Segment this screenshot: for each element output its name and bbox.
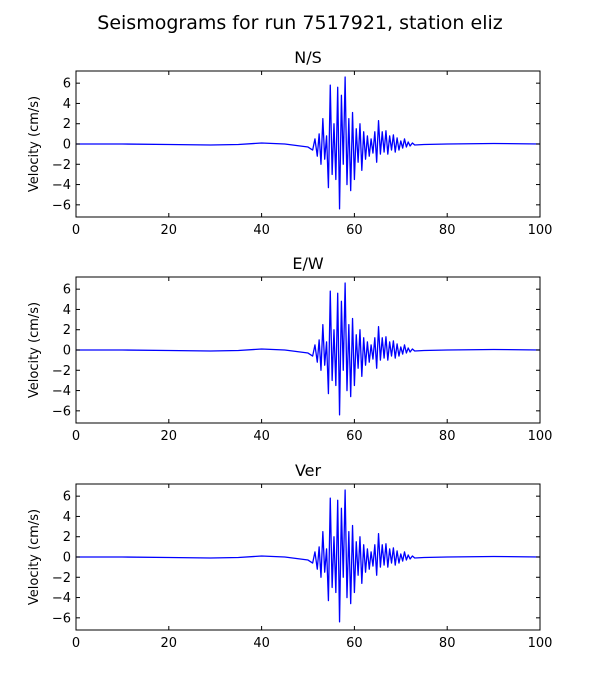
x-tick-label: 40 bbox=[253, 636, 270, 651]
y-tick-label: 0 bbox=[63, 344, 71, 359]
subplot-title: N/S bbox=[294, 48, 322, 67]
y-tick-label: 2 bbox=[63, 117, 71, 132]
x-tick-label: 0 bbox=[72, 429, 80, 444]
y-tick-label: 0 bbox=[63, 138, 71, 153]
y-axis-label: Velocity (cm/s) bbox=[27, 302, 42, 398]
x-tick-label: 100 bbox=[528, 636, 553, 651]
y-tick-label: −4 bbox=[52, 591, 71, 606]
subplot-2: Ver 0 20 40 60 80 100 −6 −4 −2 0 2 4 6 Velocity (cm/s) bbox=[27, 461, 552, 651]
y-axis-label: Velocity (cm/s) bbox=[27, 509, 42, 605]
y-tick-label: 4 bbox=[63, 303, 71, 318]
y-tick-label: −4 bbox=[52, 178, 71, 193]
subplot-1: E/W 0 20 40 60 80 100 −6 −4 −2 0 2 4 6 Velocity (cm/s) bbox=[27, 254, 552, 444]
subplot-title: Ver bbox=[295, 461, 322, 480]
series-line-0 bbox=[76, 282, 541, 416]
figure-title: Seismograms for run 7517921, station eli… bbox=[97, 12, 502, 34]
x-tick-label: 20 bbox=[161, 636, 178, 651]
x-tick-label: 20 bbox=[161, 223, 178, 238]
x-tick-label: 0 bbox=[72, 636, 80, 651]
y-tick-label: −6 bbox=[52, 611, 71, 626]
y-tick-label: 2 bbox=[63, 530, 71, 545]
y-tick-label: 4 bbox=[63, 510, 71, 525]
subplot-0: N/S 0 20 40 60 80 100 −6 −4 −2 0 2 4 6 Velocity (cm/s) bbox=[27, 48, 552, 238]
y-axis-label: Velocity (cm/s) bbox=[27, 96, 42, 192]
x-tick-label: 40 bbox=[253, 429, 270, 444]
subplot-title: E/W bbox=[292, 254, 324, 273]
series-line-0 bbox=[76, 489, 541, 623]
x-tick-label: 60 bbox=[346, 636, 363, 651]
y-tick-label: −6 bbox=[52, 404, 71, 419]
x-tick-label: 80 bbox=[439, 223, 456, 238]
y-tick-label: 6 bbox=[63, 490, 71, 505]
y-tick-label: 6 bbox=[63, 77, 71, 92]
x-tick-label: 60 bbox=[346, 223, 363, 238]
y-tick-label: −6 bbox=[52, 198, 71, 213]
x-tick-label: 0 bbox=[72, 223, 80, 238]
x-tick-label: 100 bbox=[528, 429, 553, 444]
x-tick-label: 80 bbox=[439, 429, 456, 444]
x-tick-label: 60 bbox=[346, 429, 363, 444]
x-tick-label: 20 bbox=[161, 429, 178, 444]
x-tick-label: 80 bbox=[439, 636, 456, 651]
series-line-0 bbox=[76, 76, 541, 210]
y-tick-label: −4 bbox=[52, 384, 71, 399]
y-tick-label: 2 bbox=[63, 323, 71, 338]
y-tick-label: 4 bbox=[63, 97, 71, 112]
x-tick-label: 100 bbox=[528, 223, 553, 238]
y-tick-label: −2 bbox=[52, 571, 71, 586]
y-tick-label: 6 bbox=[63, 283, 71, 298]
y-tick-label: 0 bbox=[63, 551, 71, 566]
y-tick-label: −2 bbox=[52, 158, 71, 173]
y-tick-label: −2 bbox=[52, 364, 71, 379]
x-tick-label: 40 bbox=[253, 223, 270, 238]
